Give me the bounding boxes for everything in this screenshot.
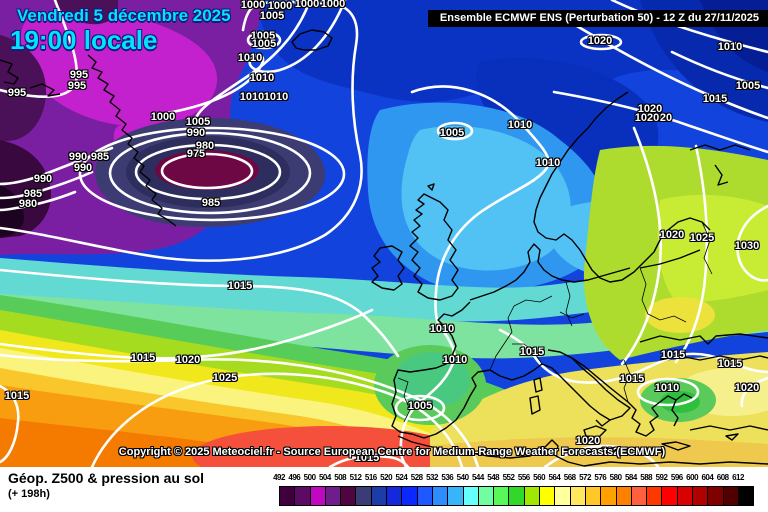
legend-panel: Géop. Z500 & pression au sol (+ 198h) 49… <box>0 467 768 512</box>
legend-color-cell <box>295 487 311 505</box>
legend-tick: 548 <box>487 473 500 482</box>
legend-color-cell <box>570 487 586 505</box>
legend-tick: 580 <box>609 473 622 482</box>
legend-color-cell <box>356 487 372 505</box>
legend-color-cell <box>693 487 709 505</box>
legend-tick: 552 <box>502 473 515 482</box>
legend-tick: 572 <box>579 473 591 482</box>
legend-tick: 564 <box>548 473 561 482</box>
legend-color-cell <box>310 487 326 505</box>
legend-tick: 512 <box>349 473 362 482</box>
legend-tick: 520 <box>380 473 393 482</box>
legend-tick: 596 <box>670 473 683 482</box>
legend-color-cell <box>738 487 754 505</box>
forecast-date: Vendredi 5 décembre 2025 <box>17 6 231 25</box>
legend-color-cell <box>708 487 724 505</box>
legend-tick: 560 <box>533 473 546 482</box>
legend-color-cell <box>371 487 388 505</box>
legend-tick: 528 <box>410 473 423 482</box>
legend-tick-labels: 492 496 500 504 508 512 516 520 524 528 532 536 540 5… <box>0 473 768 483</box>
border-layer <box>397 221 713 423</box>
isobar-layer <box>0 0 768 467</box>
legend-tick: 500 <box>303 473 316 482</box>
legend-color-cell <box>341 487 357 505</box>
legend-tick: 576 <box>594 473 607 482</box>
legend-color-cell <box>723 487 739 505</box>
legend-tick: 556 <box>517 473 530 482</box>
chart-title: Géop. Z500 & pression au sol <box>8 470 205 486</box>
legend-color-cell <box>677 487 694 505</box>
legend-tick: 516 <box>364 473 377 482</box>
legend-color-cell <box>402 487 418 505</box>
legend-color-cell <box>509 487 525 505</box>
legend-color-cell <box>280 487 296 505</box>
legend-color-cell <box>387 487 403 505</box>
legend-color-cell <box>417 487 433 505</box>
model-run-info: Ensemble ECMWF ENS (Perturbation 50) - 1… <box>427 10 768 27</box>
legend-tick: 568 <box>563 473 576 482</box>
legend-color-cell <box>432 487 449 505</box>
legend-tick: 532 <box>426 473 438 482</box>
z500-fill-layer <box>0 0 768 467</box>
legend-color-cell <box>524 487 541 505</box>
legend-color-cell <box>662 487 678 505</box>
legend-tick: 600 <box>686 473 699 482</box>
legend-tick: 584 <box>624 473 637 482</box>
legend-tick: 588 <box>640 473 653 482</box>
legend-tick: 540 <box>456 473 469 482</box>
legend-tick: 604 <box>701 473 714 482</box>
legend-color-cell <box>585 487 602 505</box>
legend-tick: 492 <box>273 473 285 482</box>
legend-tick: 524 <box>395 473 408 482</box>
weather-map: Vendredi 5 décembre 2025 19:00 locale En… <box>0 0 768 467</box>
weather-map-svg <box>0 0 768 467</box>
copyright-notice: Copyright © 2025 Meteociel.fr - Source E… <box>118 446 666 458</box>
legend-color-cell <box>616 487 632 505</box>
legend-tick: 508 <box>334 473 347 482</box>
legend-tick: 536 <box>441 473 454 482</box>
legend-color-cell <box>647 487 663 505</box>
legend-tick: 592 <box>655 473 668 482</box>
legend-tick: 496 <box>288 473 301 482</box>
legend-color-cell <box>463 487 479 505</box>
legend-color-cell <box>494 487 510 505</box>
legend-color-cell <box>601 487 617 505</box>
legend-color-cell <box>631 487 648 505</box>
legend-color-cell <box>325 487 342 505</box>
legend-color-cell <box>540 487 556 505</box>
legend-tick: 504 <box>318 473 331 482</box>
legend-color-scale <box>279 486 755 506</box>
legend-color-cell <box>555 487 571 505</box>
forecast-step: (+ 198h) <box>8 488 50 500</box>
forecast-local-time: 19:00 locale <box>10 25 158 55</box>
legend-color-cell <box>448 487 464 505</box>
coastline-layer <box>0 29 768 467</box>
legend-tick: 544 <box>471 473 484 482</box>
legend-tick: 612 <box>732 473 744 482</box>
legend-color-cell <box>478 487 495 505</box>
legend-tick: 608 <box>716 473 729 482</box>
